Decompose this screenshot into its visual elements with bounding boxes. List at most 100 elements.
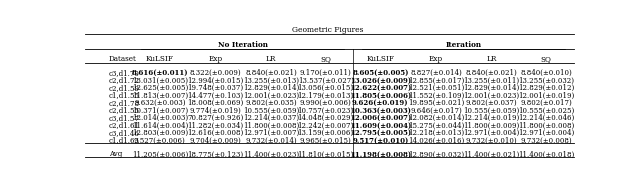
Text: 13.026(±0.009): 13.026(±0.009): [350, 77, 411, 84]
Text: 12.855(±0.017): 12.855(±0.017): [408, 77, 464, 84]
Text: Iteration: Iteration: [445, 42, 481, 49]
Text: 11.800(±0.008): 11.800(±0.008): [518, 122, 574, 130]
Text: 9.802(±0.037): 9.802(±0.037): [466, 99, 517, 107]
Text: c1,d1.55: c1,d1.55: [109, 91, 140, 100]
Text: 11.810(±0.015): 11.810(±0.015): [298, 150, 354, 158]
Text: 12.082(±0.014): 12.082(±0.014): [408, 114, 464, 122]
Text: 8.605(±0.005): 8.605(±0.005): [352, 69, 408, 77]
Text: c3,d1.70: c3,d1.70: [109, 69, 140, 77]
Text: 11.609(±0.004): 11.609(±0.004): [349, 122, 411, 130]
Text: c2,d1.55: c2,d1.55: [109, 107, 140, 115]
Text: 11.400(±0.018): 11.400(±0.018): [518, 150, 574, 158]
Text: 9.632(±0.003): 9.632(±0.003): [134, 99, 186, 107]
Text: 12.622(±0.007): 12.622(±0.007): [349, 84, 411, 92]
Text: 11.813(±0.007): 11.813(±0.007): [132, 91, 188, 100]
Text: 9.990(±0.006): 9.990(±0.006): [300, 99, 351, 107]
Text: 9.170(±0.011): 9.170(±0.011): [300, 69, 351, 77]
Text: 8.322(±0.009): 8.322(±0.009): [189, 69, 241, 77]
Text: Exp: Exp: [429, 55, 443, 63]
Text: 70.827(±0.926): 70.827(±0.926): [188, 114, 244, 122]
Text: SQ: SQ: [320, 55, 331, 63]
Text: 10.555(±0.059): 10.555(±0.059): [463, 107, 520, 115]
Text: LR: LR: [486, 55, 497, 63]
Text: 9.732(±0.010): 9.732(±0.010): [466, 137, 517, 145]
Text: 11.800(±0.008): 11.800(±0.008): [243, 122, 299, 130]
Text: 11.205(±0.006): 11.205(±0.006): [132, 150, 188, 158]
Text: 13.056(±0.015): 13.056(±0.015): [298, 84, 354, 92]
Text: c3,d1.46: c3,d1.46: [109, 129, 140, 137]
Text: 14.048(±0.029): 14.048(±0.029): [298, 114, 354, 122]
Text: 11.282(±0.034): 11.282(±0.034): [188, 122, 243, 130]
Text: 13.031(±0.005): 13.031(±0.005): [132, 77, 188, 84]
Text: 11.198(±0.008): 11.198(±0.008): [350, 150, 411, 158]
Text: 8.840(±0.021): 8.840(±0.021): [466, 69, 517, 77]
Text: 9.802(±0.017): 9.802(±0.017): [520, 99, 572, 107]
Text: c2,d1.61: c2,d1.61: [109, 122, 140, 130]
Text: 12.829(±0.012): 12.829(±0.012): [518, 84, 574, 92]
Text: 11.552(±0.109): 11.552(±0.109): [408, 91, 464, 100]
Text: c2,d1.72: c2,d1.72: [109, 77, 140, 84]
Text: Avg: Avg: [109, 150, 122, 158]
Text: 11.614(±0.004): 11.614(±0.004): [132, 122, 188, 130]
Text: 12.890(±0.032): 12.890(±0.032): [408, 150, 464, 158]
Text: KuLSIF: KuLSIF: [146, 55, 174, 63]
Text: 12.218(±0.013): 12.218(±0.013): [408, 129, 464, 137]
Text: 12.214(±0.037): 12.214(±0.037): [243, 114, 299, 122]
Text: 12.001(±0.023): 12.001(±0.023): [463, 91, 520, 100]
Text: c2,d1.59: c2,d1.59: [109, 84, 140, 92]
Text: 18.008(±0.069): 18.008(±0.069): [188, 99, 244, 107]
Text: 13.255(±0.032): 13.255(±0.032): [518, 77, 574, 84]
Text: 9.732(±0.014): 9.732(±0.014): [245, 137, 297, 145]
Text: c2,d1.78: c2,d1.78: [109, 99, 140, 107]
Text: 14.026(±0.016): 14.026(±0.016): [408, 137, 464, 145]
Text: 13.255(±0.011): 13.255(±0.011): [463, 77, 520, 84]
Text: 11.400(±0.021): 11.400(±0.021): [463, 150, 520, 158]
Text: 12.214(±0.046): 12.214(±0.046): [518, 114, 574, 122]
Text: 9.774(±0.019): 9.774(±0.019): [189, 107, 241, 115]
Text: 12.001(±0.023): 12.001(±0.023): [243, 91, 299, 100]
Text: 10.757(±0.023): 10.757(±0.023): [298, 107, 354, 115]
Text: 12.616(±0.008): 12.616(±0.008): [188, 129, 244, 137]
Text: 11.800(±0.009): 11.800(±0.009): [463, 122, 520, 130]
Text: No Iteration: No Iteration: [218, 42, 268, 49]
Text: 8.827(±0.014): 8.827(±0.014): [410, 69, 462, 77]
Text: 10.555(±0.025): 10.555(±0.025): [518, 107, 574, 115]
Text: 12.971(±0.004): 12.971(±0.004): [463, 129, 520, 137]
Text: 10.555(±0.059): 10.555(±0.059): [243, 107, 299, 115]
Text: 10.363(±0.003): 10.363(±0.003): [350, 107, 411, 115]
Text: 13.159(±0.006): 13.159(±0.006): [298, 129, 354, 137]
Text: 15.275(±0.044): 15.275(±0.044): [408, 122, 464, 130]
Text: 9.802(±0.035): 9.802(±0.035): [245, 99, 297, 107]
Text: Dataset: Dataset: [109, 55, 136, 63]
Text: 12.625(±0.005): 12.625(±0.005): [132, 84, 188, 92]
Text: KuLSIF: KuLSIF: [367, 55, 394, 63]
Text: 8.840(±0.010): 8.840(±0.010): [520, 69, 572, 77]
Text: Geometric Figures: Geometric Figures: [292, 26, 364, 34]
Text: 19.748(±0.037): 19.748(±0.037): [188, 84, 243, 92]
Text: 11.805(±0.006): 11.805(±0.006): [349, 91, 411, 100]
Text: 12.971(±0.004): 12.971(±0.004): [518, 129, 574, 137]
Text: 8.840(±0.021): 8.840(±0.021): [245, 69, 297, 77]
Text: LR: LR: [266, 55, 276, 63]
Text: 14.477(±0.103): 14.477(±0.103): [188, 91, 243, 100]
Text: 11.400(±0.023): 11.400(±0.023): [243, 150, 299, 158]
Text: 8.616(±0.011): 8.616(±0.011): [132, 69, 188, 77]
Text: 12.994(±0.015): 12.994(±0.015): [188, 77, 244, 84]
Text: 9.527(±0.006): 9.527(±0.006): [134, 137, 186, 145]
Text: 18.775(±0.123): 18.775(±0.123): [188, 150, 243, 158]
Text: c3,d1.57: c3,d1.57: [109, 114, 140, 122]
Text: 10.371(±0.007): 10.371(±0.007): [132, 107, 188, 115]
Text: 9.965(±0.015): 9.965(±0.015): [300, 137, 351, 145]
Text: 12.006(±0.007): 12.006(±0.007): [349, 114, 411, 122]
Text: 9.517(±0.010): 9.517(±0.010): [352, 137, 408, 145]
Text: 9.646(±0.017): 9.646(±0.017): [410, 107, 462, 115]
Text: 12.014(±0.003): 12.014(±0.003): [132, 114, 188, 122]
Text: 19.895(±0.021): 19.895(±0.021): [408, 99, 464, 107]
Text: c1,d1.63: c1,d1.63: [109, 137, 140, 145]
Text: 12.829(±0.014): 12.829(±0.014): [243, 84, 299, 92]
Text: 12.795(±0.005): 12.795(±0.005): [350, 129, 411, 137]
Text: SQ: SQ: [541, 55, 552, 63]
Text: 12.179(±0.013): 12.179(±0.013): [298, 91, 354, 100]
Text: 9.626(±0.019): 9.626(±0.019): [352, 99, 408, 107]
Text: 13.537(±0.027): 13.537(±0.027): [298, 77, 354, 84]
